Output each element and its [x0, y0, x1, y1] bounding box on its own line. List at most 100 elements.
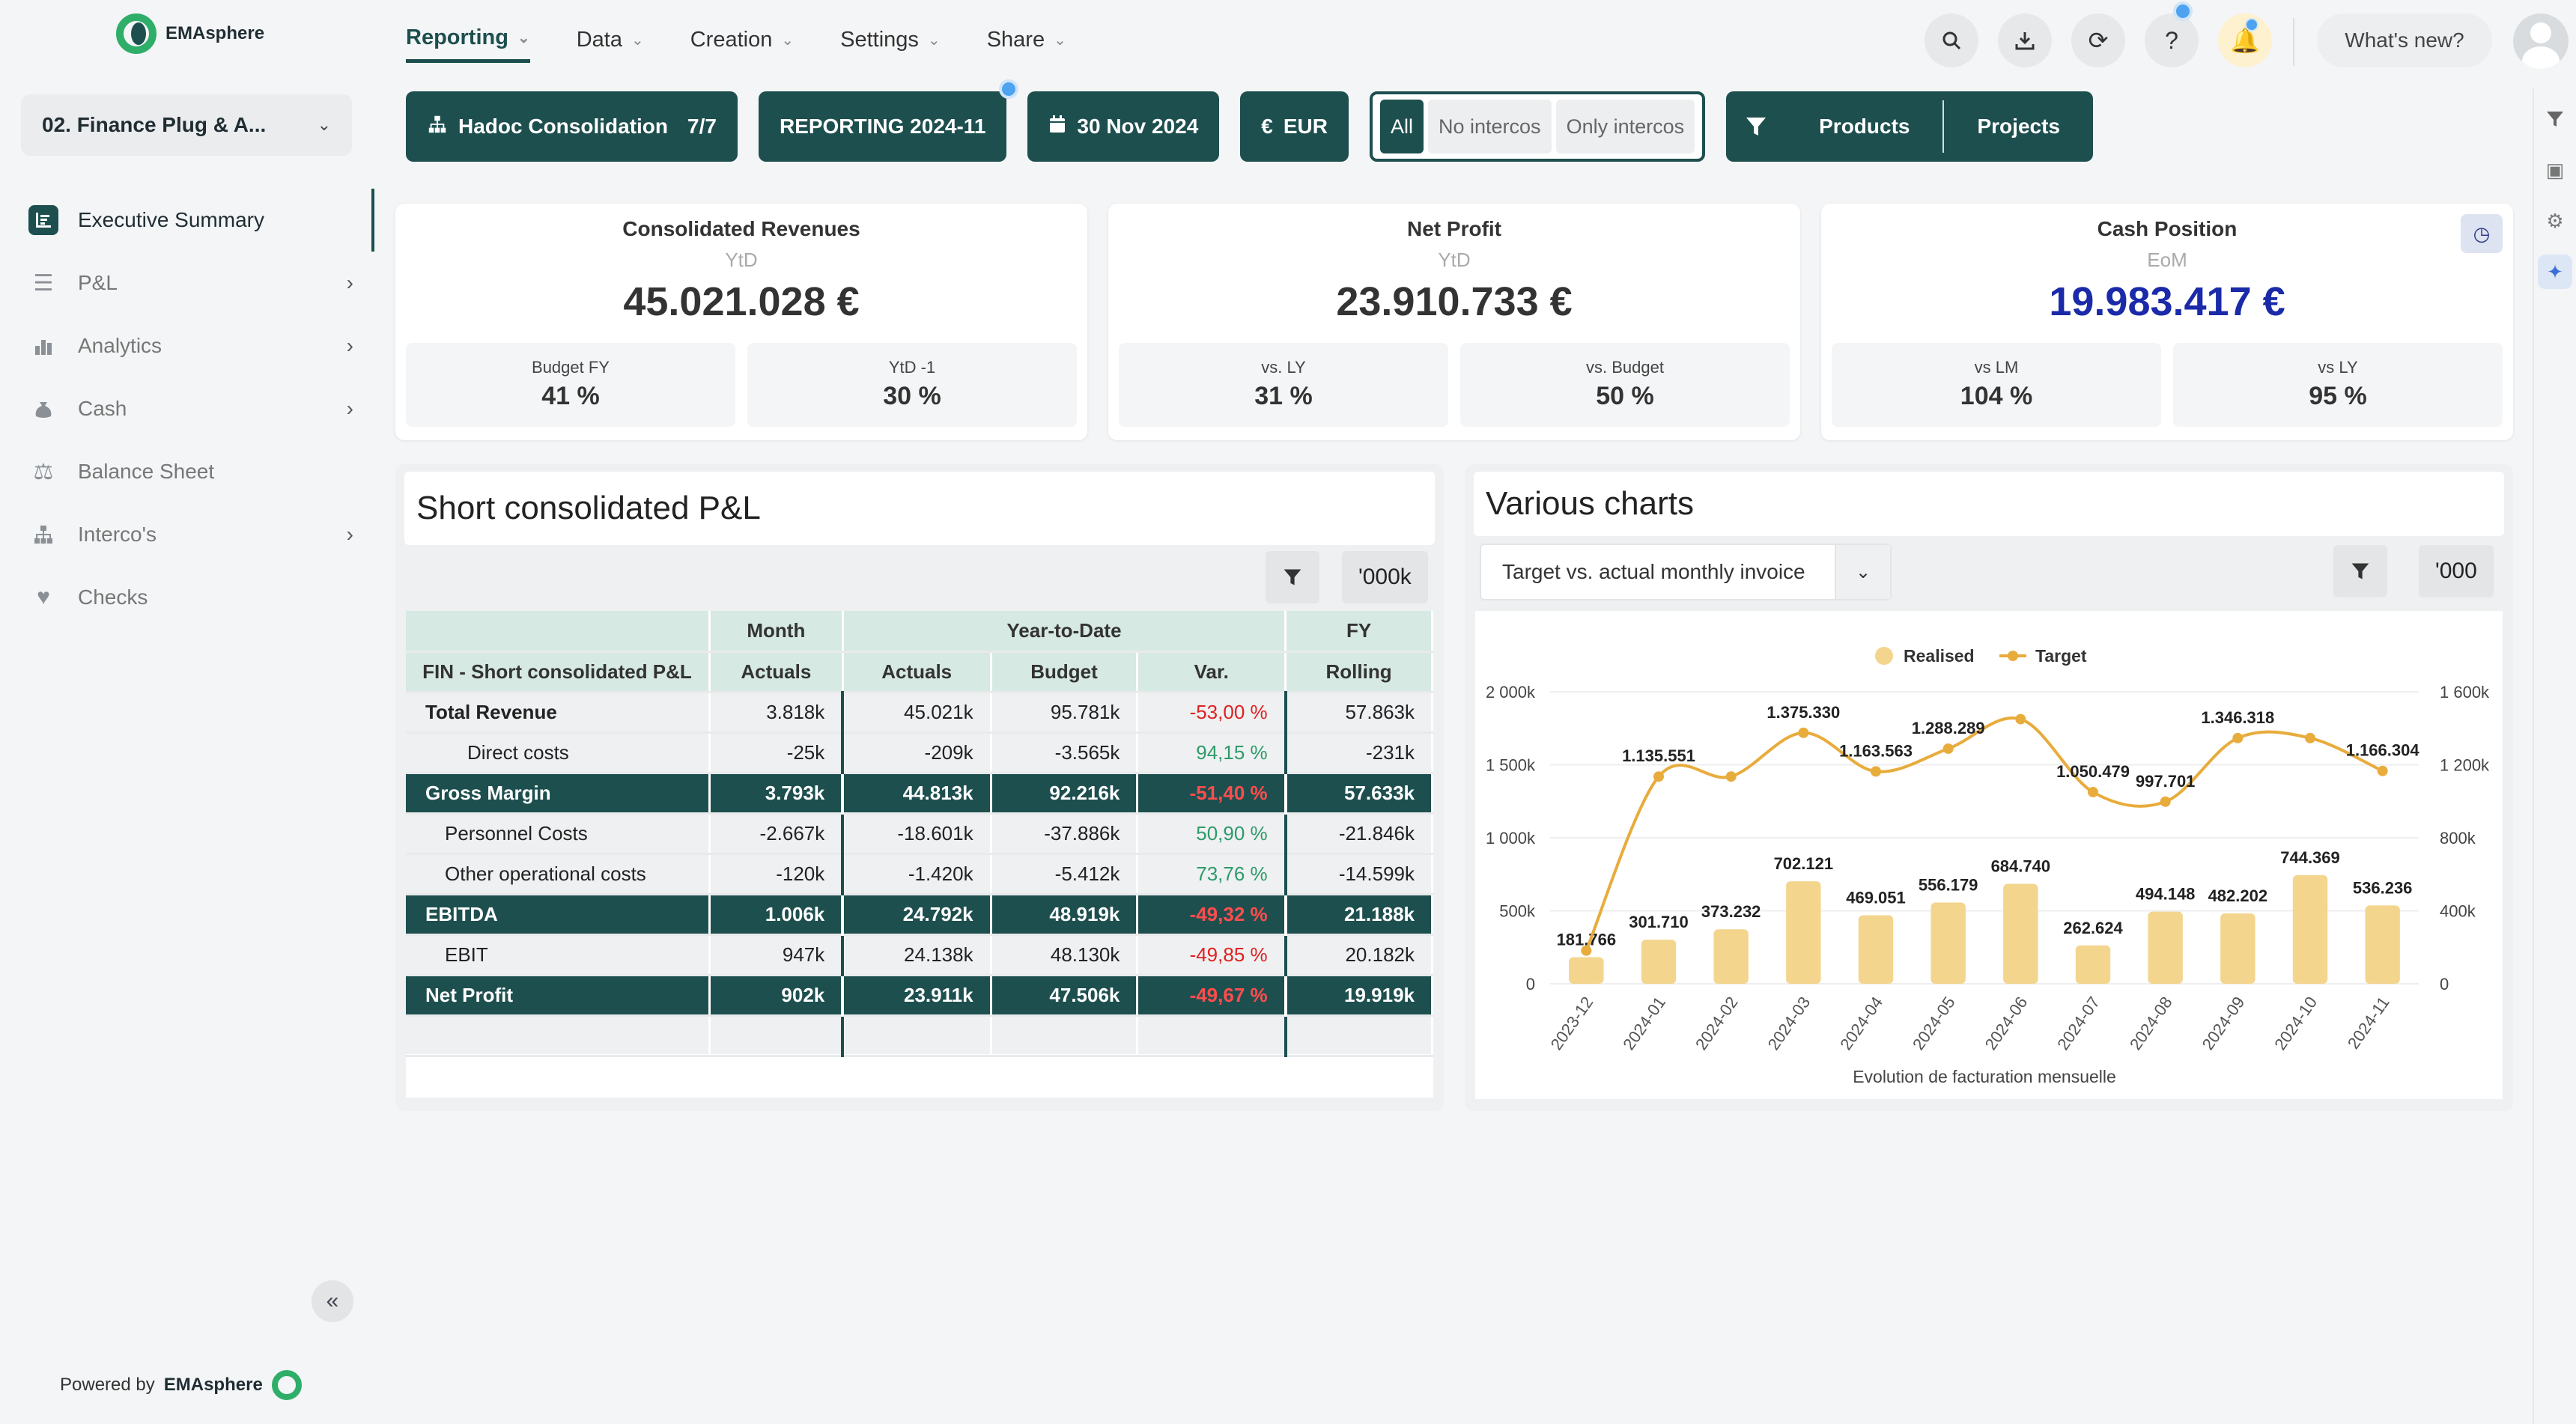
- sidebar-item-cash[interactable]: Cash ›: [0, 377, 374, 440]
- collapse-sidebar-icon[interactable]: «: [312, 1280, 353, 1322]
- sidebar-item-balance-sheet[interactable]: ⚖ Balance Sheet: [0, 440, 374, 503]
- empty-cell: [709, 1015, 844, 1057]
- cell-budget: -3.565k: [991, 732, 1139, 774]
- chart-selector-dropdown[interactable]: Target vs. actual monthly invoice ⌄: [1480, 544, 1892, 600]
- workspace-selector[interactable]: 02. Finance Plug & A... ⌄: [21, 94, 352, 156]
- kpi-sub-value: 104 %: [1960, 382, 2033, 410]
- tab-creation[interactable]: Creation ⌄: [690, 25, 794, 63]
- download-icon[interactable]: [1998, 13, 2052, 67]
- cell-month: 3.793k: [709, 773, 844, 815]
- kpi-period: EoM: [2147, 249, 2187, 271]
- pl-table: Month Year-to-Date FY FIN - Short consol…: [406, 611, 1433, 1057]
- date-picker-button[interactable]: 30 Nov 2024: [1027, 91, 1220, 162]
- header-actuals-ytd: Actuals: [842, 651, 992, 693]
- kpi-subbox: vs LM 104 %: [1832, 343, 2161, 427]
- refresh-icon[interactable]: ⟳: [2071, 13, 2125, 67]
- kpi-title: Consolidated Revenues: [622, 217, 860, 240]
- kpi-sub-label: vs. Budget: [1586, 358, 1664, 377]
- sidebar-item-pl[interactable]: ☰ P&L ›: [0, 252, 374, 314]
- unit-toggle[interactable]: '000k: [1342, 551, 1428, 603]
- hierarchy-icon: [28, 520, 58, 550]
- powered-by-brand: EMAsphere: [163, 1375, 263, 1395]
- sparkle-icon[interactable]: ✦: [2538, 255, 2572, 289]
- reporting-label: REPORTING 2024-11: [779, 115, 986, 138]
- sidebar-item-intercos[interactable]: Interco's ›: [0, 503, 374, 566]
- table-header-row: Month Year-to-Date FY: [406, 611, 1433, 653]
- right-tick-label: 1 200k: [2440, 756, 2490, 775]
- consolidation-count: 7/7: [687, 115, 717, 138]
- sidebar-item-analytics[interactable]: Analytics ›: [0, 314, 374, 377]
- interco-only-option[interactable]: Only intercos: [1555, 100, 1695, 153]
- panel-title: Short consolidated P&L: [404, 472, 1435, 545]
- table-row[interactable]: Total Revenue 3.818k 45.021k 95.781k -53,00 …: [406, 692, 1433, 734]
- currency-button[interactable]: € EUR: [1240, 91, 1349, 162]
- invoice-chart: 0 500k 1 000k 1 500k 2 000k 0 400k 800k 1 200k 1 …: [1486, 646, 2490, 1086]
- bar: [2220, 913, 2255, 984]
- table-row[interactable]: Other operational costs -120k -1.420k -5.41…: [406, 854, 1433, 895]
- whats-new-button[interactable]: What's new?: [2317, 13, 2492, 67]
- powered-by: Powered by EMAsphere: [60, 1370, 302, 1400]
- tab-share[interactable]: Share ⌄: [987, 25, 1066, 63]
- line-data-label: 1.163.563: [1839, 741, 1913, 760]
- avatar[interactable]: [2513, 13, 2569, 69]
- cell-budget: 95.781k: [991, 692, 1139, 734]
- consolidation-filter-button[interactable]: Hadoc Consolidation 7/7: [406, 91, 738, 162]
- help-icon[interactable]: ?: [2145, 1, 2199, 67]
- logo-icon: [116, 13, 157, 54]
- interco-all-option[interactable]: All: [1379, 100, 1424, 153]
- filter-icon[interactable]: [2538, 102, 2572, 136]
- chevron-down-icon: ⌄: [1054, 31, 1066, 49]
- bell-icon[interactable]: 🔔: [2218, 13, 2272, 67]
- kpi-title: Net Profit: [1407, 217, 1501, 240]
- kpi-subbox: vs. Budget 50 %: [1460, 343, 1790, 427]
- bar-data-label: 494.148: [2136, 885, 2196, 904]
- chevron-right-icon: ›: [346, 334, 353, 357]
- cell-var: -49,67 %: [1137, 975, 1287, 1017]
- cell-ytd: 24.792k: [841, 894, 992, 936]
- gauge-icon[interactable]: ◷: [2461, 214, 2503, 253]
- tab-reporting[interactable]: Reporting ⌄: [406, 25, 530, 63]
- table-row[interactable]: Net Profit 902k 23.911k 47.506k -49,67 % 19.9…: [406, 975, 1433, 1017]
- cell-budget: 48.919k: [991, 894, 1139, 936]
- header-actions: ⟳ ? 🔔: [1925, 1, 2272, 67]
- search-icon[interactable]: [1925, 13, 1978, 67]
- target-point: [1871, 766, 1881, 777]
- bar-data-label: 373.232: [1701, 902, 1761, 921]
- dimension-products[interactable]: Products: [1819, 115, 1910, 138]
- sidebar-item-label: P&L: [78, 271, 118, 294]
- table-row[interactable]: Gross Margin 3.793k 44.813k 92.216k -51,40 %…: [406, 773, 1433, 815]
- dimension-projects[interactable]: Projects: [1977, 115, 2060, 138]
- kpi-card-revenues: Consolidated Revenues YtD 45.021.028 € B…: [395, 204, 1087, 440]
- tab-data[interactable]: Data ⌄: [577, 25, 644, 63]
- sidebar-item-label: Executive Summary: [78, 208, 264, 231]
- bar-data-label: 301.710: [1629, 913, 1689, 931]
- table-row[interactable]: Direct costs -25k -209k -3.565k 94,15 % -231k: [406, 732, 1433, 774]
- cell-var: -49,85 %: [1137, 934, 1287, 976]
- brand-name: EMAsphere: [165, 23, 265, 43]
- cell-var: -51,40 %: [1137, 773, 1287, 815]
- funnel-icon[interactable]: [2333, 545, 2387, 597]
- presentation-icon[interactable]: ▣: [2545, 158, 2565, 181]
- reporting-period-button[interactable]: REPORTING 2024-11: [758, 79, 1019, 162]
- cell-ytd: -18.601k: [841, 813, 992, 855]
- bar: [2075, 945, 2111, 984]
- x-tick-label: 2024-05: [1909, 994, 1959, 1053]
- unit-toggle[interactable]: '000: [2419, 545, 2494, 597]
- funnel-icon[interactable]: [1726, 115, 1786, 139]
- table-row[interactable]: Personnel Costs -2.667k -18.601k -37.886k 50…: [406, 813, 1433, 855]
- sidebar-item-executive-summary[interactable]: Executive Summary: [0, 189, 374, 252]
- chevron-down-icon: ⌄: [781, 31, 795, 49]
- sidebar-item-checks[interactable]: ♥ Checks: [0, 566, 374, 629]
- table-row[interactable]: EBIT 947k 24.138k 48.130k -49,85 % 20.182k: [406, 934, 1433, 976]
- brand-logo[interactable]: EMAsphere: [116, 13, 264, 54]
- table-row[interactable]: EBITDA 1.006k 24.792k 48.919k -49,32 % 21.188…: [406, 894, 1433, 936]
- funnel-icon[interactable]: [1266, 551, 1319, 603]
- kpi-sub-value: 50 %: [1596, 382, 1654, 410]
- interco-none-option[interactable]: No intercos: [1428, 100, 1552, 153]
- gear-icon[interactable]: ⚙: [2546, 209, 2564, 232]
- sidebar-item-label: Checks: [78, 585, 148, 609]
- x-tick-label: 2024-10: [2270, 994, 2321, 1053]
- cell-var: 94,15 %: [1137, 732, 1287, 774]
- x-tick-label: 2024-03: [1764, 994, 1814, 1053]
- tab-settings[interactable]: Settings ⌄: [840, 25, 941, 63]
